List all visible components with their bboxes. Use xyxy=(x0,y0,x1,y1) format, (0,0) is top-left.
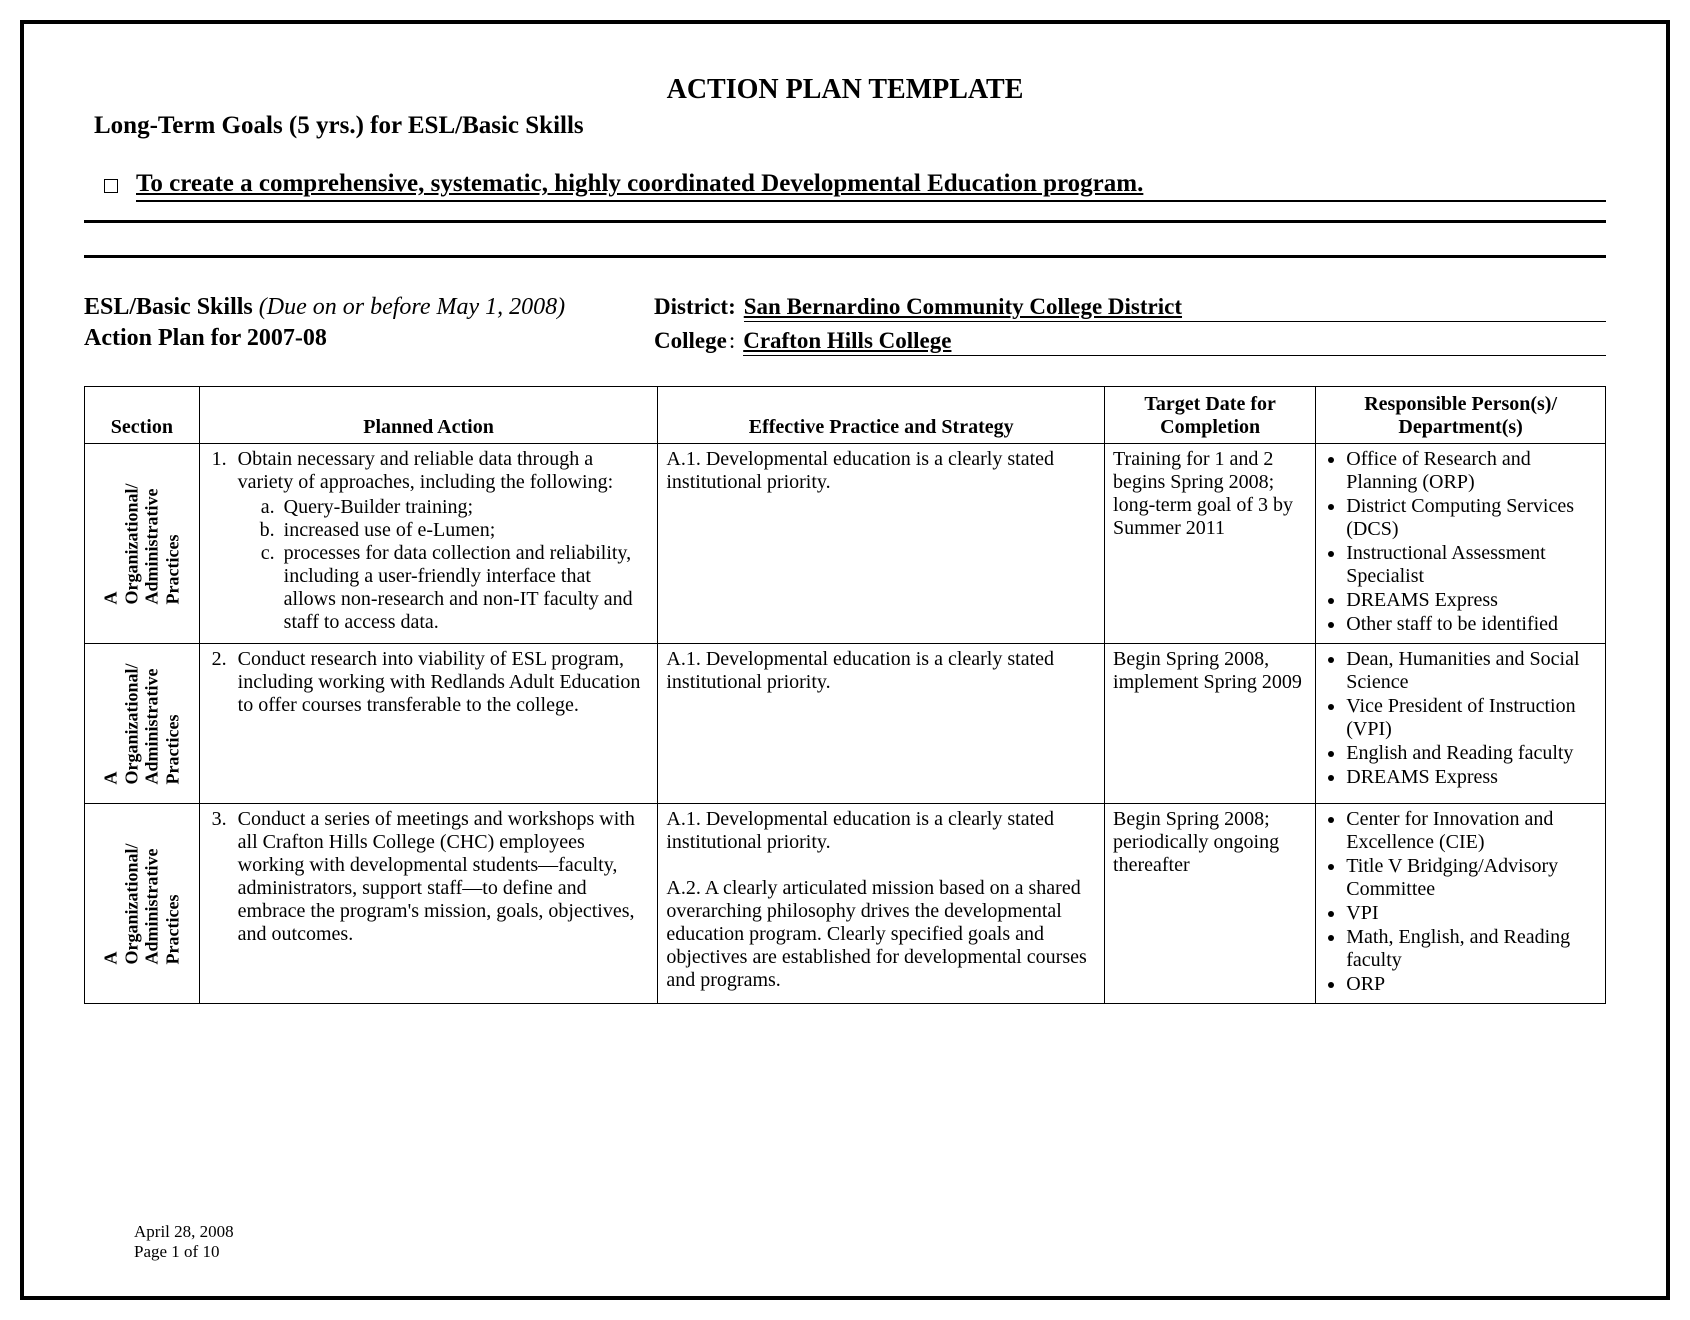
responsible-item: Instructional Assessment Specialist xyxy=(1346,542,1597,588)
planned-action-item: Obtain necessary and reliable data throu… xyxy=(232,448,644,634)
practice-cell: A.1. Developmental education is a clearl… xyxy=(658,444,1105,644)
table-row: AOrganizational/AdministrativePractices O… xyxy=(85,444,1606,644)
planned-sub-item: increased use of e-Lumen; xyxy=(280,519,644,542)
divider xyxy=(84,255,1606,258)
table-row: AOrganizational/AdministrativePractices C… xyxy=(85,804,1606,1004)
planned-action-item: Conduct a series of meetings and worksho… xyxy=(232,808,644,946)
responsible-item: DREAMS Express xyxy=(1346,766,1597,789)
responsible-item: Title V Bridging/Advisory Committee xyxy=(1346,855,1597,901)
page-footer: April 28, 2008 Page 1 of 10 xyxy=(134,1222,234,1262)
practice-cell: A.1. Developmental education is a clearl… xyxy=(658,804,1105,1004)
responsible-item: Dean, Humanities and Social Science xyxy=(1346,648,1597,694)
responsible-item: Other staff to be identified xyxy=(1346,613,1597,636)
section-rotated-label: AOrganizational/AdministrativePractices xyxy=(100,663,183,784)
table-row: AOrganizational/AdministrativePractices C… xyxy=(85,644,1606,804)
responsible-item: Vice President of Instruction (VPI) xyxy=(1346,695,1597,741)
footer-date: April 28, 2008 xyxy=(134,1222,234,1242)
th-planned: Planned Action xyxy=(199,387,658,444)
college-field: College: Crafton Hills College xyxy=(654,328,1606,356)
target-cell: Training for 1 and 2 begins Spring 2008;… xyxy=(1105,444,1316,644)
responsible-item: District Computing Services (DCS) xyxy=(1346,495,1597,541)
goal-text: To create a comprehensive, systematic, h… xyxy=(136,170,1606,202)
district-label: District: xyxy=(654,294,736,320)
planned-sub-item: Query-Builder training; xyxy=(280,496,644,519)
program-label: ESL/Basic Skills xyxy=(84,294,253,320)
district-field: District: San Bernardino Community Colle… xyxy=(654,294,1606,322)
goal-checkbox[interactable] xyxy=(104,179,118,193)
section-rotated-label: AOrganizational/AdministrativePractices xyxy=(100,483,183,604)
document-page: ACTION PLAN TEMPLATE Long-Term Goals (5 … xyxy=(20,20,1670,1300)
section-rotated-label: AOrganizational/AdministrativePractices xyxy=(100,843,183,964)
section-cell: AOrganizational/AdministrativePractices xyxy=(85,804,200,1004)
responsible-item: DREAMS Express xyxy=(1346,589,1597,612)
footer-page: Page 1 of 10 xyxy=(134,1242,234,1262)
meta-block: ESL/Basic Skills (Due on or before May 1… xyxy=(84,294,1606,362)
planned-action-cell: Obtain necessary and reliable data throu… xyxy=(199,444,658,644)
responsible-item: ORP xyxy=(1346,973,1597,996)
th-responsible: Responsible Person(s)/ Department(s) xyxy=(1316,387,1606,444)
th-section: Section xyxy=(85,387,200,444)
planned-sub-item: processes for data collection and reliab… xyxy=(280,542,644,634)
action-plan-table: Section Planned Action Effective Practic… xyxy=(84,386,1606,1004)
responsible-item: Center for Innovation and Excellence (CI… xyxy=(1346,808,1597,854)
target-cell: Begin Spring 2008; periodically ongoing … xyxy=(1105,804,1316,1004)
plan-label: Action Plan for 2007-08 xyxy=(84,325,614,352)
responsible-cell: Office of Research and Planning (ORP)Dis… xyxy=(1316,444,1606,644)
program-line: ESL/Basic Skills (Due on or before May 1… xyxy=(84,294,614,321)
college-label: College xyxy=(654,328,727,354)
divider xyxy=(84,220,1606,223)
target-cell: Begin Spring 2008, implement Spring 2009 xyxy=(1105,644,1316,804)
district-value: San Bernardino Community College Distric… xyxy=(744,294,1606,322)
responsible-item: VPI xyxy=(1346,902,1597,925)
due-label: (Due on or before May 1, 2008) xyxy=(259,294,565,320)
page-title: ACTION PLAN TEMPLATE xyxy=(84,74,1606,106)
responsible-cell: Center for Innovation and Excellence (CI… xyxy=(1316,804,1606,1004)
planned-action-item: Conduct research into viability of ESL p… xyxy=(232,648,644,717)
table-header-row: Section Planned Action Effective Practic… xyxy=(85,387,1606,444)
th-practice: Effective Practice and Strategy xyxy=(658,387,1105,444)
page-subtitle: Long-Term Goals (5 yrs.) for ESL/Basic S… xyxy=(84,112,1606,140)
th-target: Target Date for Completion xyxy=(1105,387,1316,444)
section-cell: AOrganizational/AdministrativePractices xyxy=(85,644,200,804)
responsible-item: English and Reading faculty xyxy=(1346,742,1597,765)
responsible-item: Office of Research and Planning (ORP) xyxy=(1346,448,1597,494)
responsible-item: Math, English, and Reading faculty xyxy=(1346,926,1597,972)
planned-action-cell: Conduct research into viability of ESL p… xyxy=(199,644,658,804)
college-value: Crafton Hills College xyxy=(743,328,1606,356)
planned-action-cell: Conduct a series of meetings and worksho… xyxy=(199,804,658,1004)
section-cell: AOrganizational/AdministrativePractices xyxy=(85,444,200,644)
responsible-cell: Dean, Humanities and Social ScienceVice … xyxy=(1316,644,1606,804)
goal-row: To create a comprehensive, systematic, h… xyxy=(84,170,1606,202)
practice-cell: A.1. Developmental education is a clearl… xyxy=(658,644,1105,804)
